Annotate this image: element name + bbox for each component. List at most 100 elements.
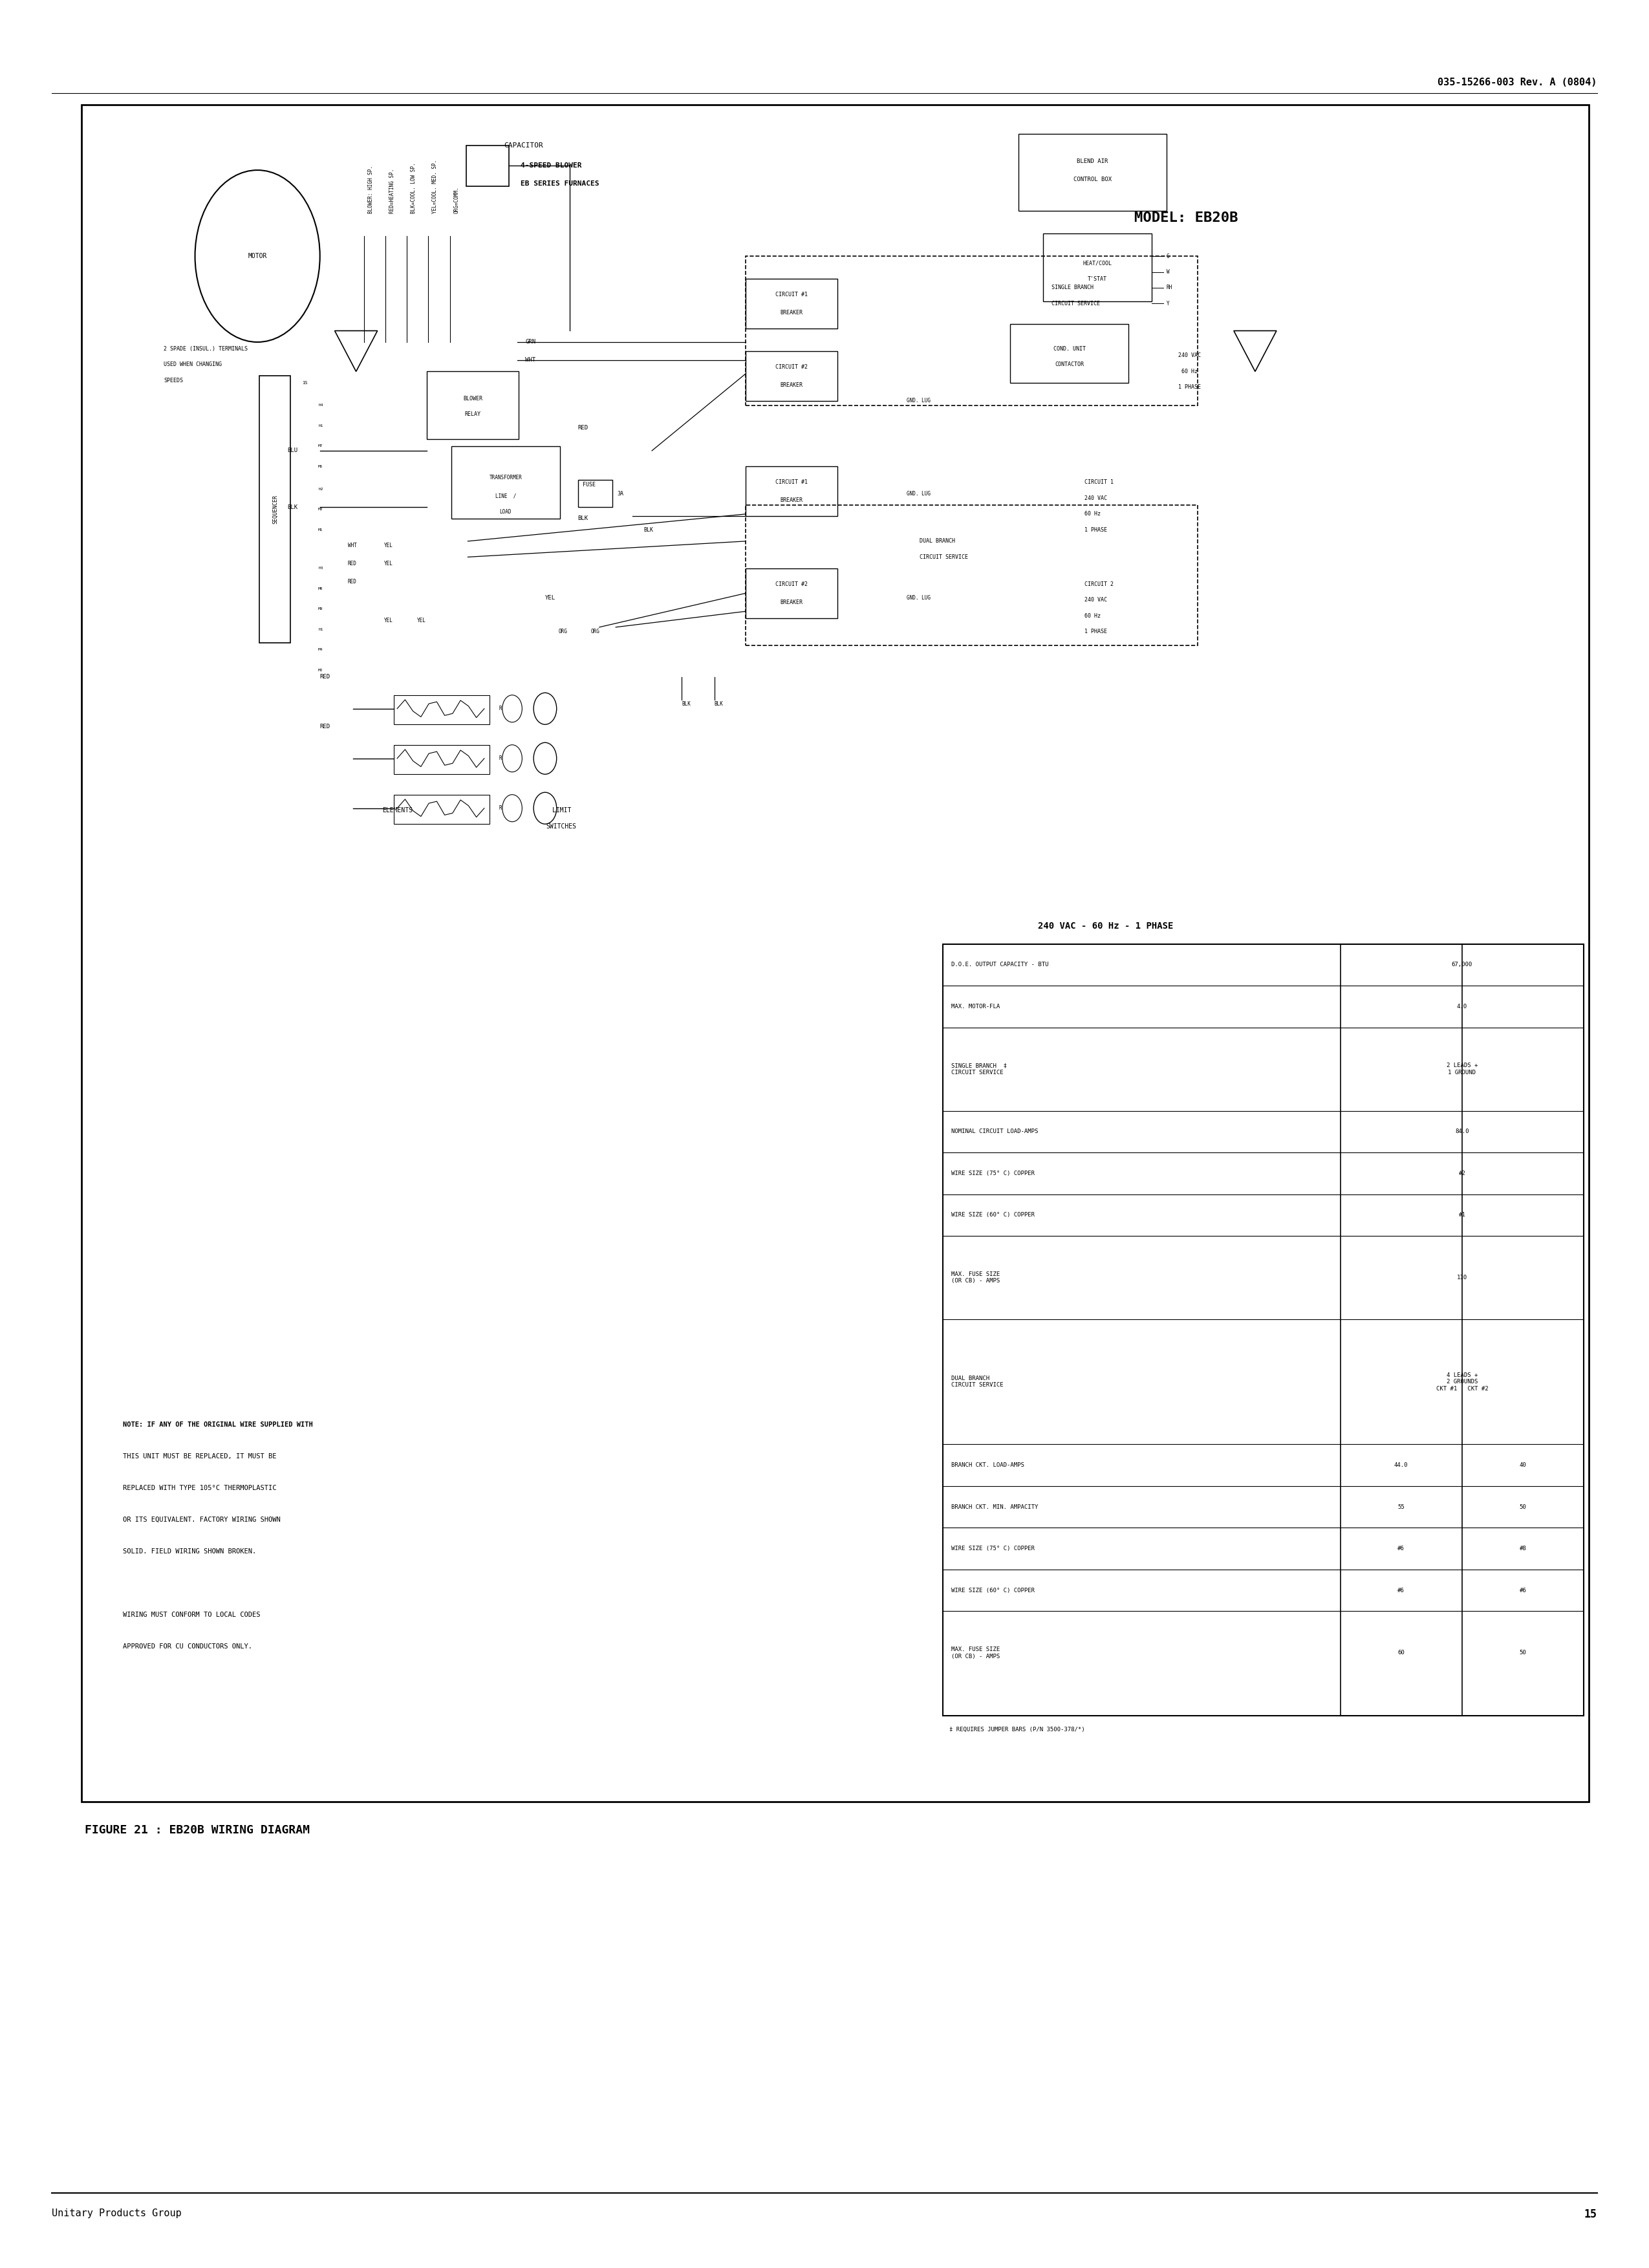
Text: NOTE: IF ANY OF THE ORIGINAL WIRE SUPPLIED WITH: NOTE: IF ANY OF THE ORIGINAL WIRE SUPPLI… — [122, 1422, 313, 1429]
Text: 50: 50 — [1519, 1504, 1527, 1510]
Text: #6: #6 — [1398, 1547, 1405, 1551]
Text: YEL: YEL — [384, 542, 392, 549]
Text: T'STAT: T'STAT — [1088, 277, 1106, 281]
Text: G: G — [1166, 254, 1169, 259]
Text: REPLACED WITH TYPE 105°C THERMOPLASTIC: REPLACED WITH TYPE 105°C THERMOPLASTIC — [122, 1486, 277, 1490]
Text: CIRCUIT #1: CIRCUIT #1 — [775, 479, 808, 485]
Text: WIRE SIZE (75° C) COPPER: WIRE SIZE (75° C) COPPER — [951, 1170, 1034, 1177]
Text: #8: #8 — [1519, 1547, 1527, 1551]
Text: CIRCUIT #1: CIRCUIT #1 — [775, 293, 808, 297]
Text: BLK: BLK — [681, 701, 691, 708]
Text: M5: M5 — [318, 465, 323, 467]
Text: EB SERIES FURNACES: EB SERIES FURNACES — [521, 181, 599, 186]
Text: 1S: 1S — [302, 381, 307, 386]
Text: #6: #6 — [1398, 1588, 1405, 1594]
Text: H1: H1 — [318, 628, 323, 631]
Text: 4-SPEED BLOWER: 4-SPEED BLOWER — [521, 163, 582, 168]
Text: #2: #2 — [1459, 1170, 1466, 1177]
Text: USED WHEN CHANGING: USED WHEN CHANGING — [163, 363, 223, 367]
Text: WIRE SIZE (75° C) COPPER: WIRE SIZE (75° C) COPPER — [951, 1547, 1034, 1551]
Text: 60 Hz: 60 Hz — [1181, 370, 1197, 374]
Bar — [745, 256, 1197, 406]
Text: 40: 40 — [1519, 1463, 1527, 1467]
Text: SPEEDS: SPEEDS — [163, 379, 183, 383]
Text: DUAL BRANCH
CIRCUIT SERVICE: DUAL BRANCH CIRCUIT SERVICE — [951, 1377, 1003, 1388]
Text: 4.0: 4.0 — [1456, 1002, 1468, 1009]
Text: CIRCUIT 1: CIRCUIT 1 — [1083, 479, 1113, 485]
Text: BREAKER: BREAKER — [780, 497, 803, 503]
Text: COND. UNIT: COND. UNIT — [1054, 347, 1085, 352]
Text: BREAKER: BREAKER — [780, 383, 803, 388]
Circle shape — [195, 170, 320, 342]
Text: 55: 55 — [1398, 1504, 1405, 1510]
Text: WHT: WHT — [348, 542, 356, 549]
Text: 50: 50 — [1519, 1651, 1527, 1656]
Circle shape — [534, 742, 557, 773]
Text: RED: RED — [320, 723, 330, 730]
Text: R: R — [500, 755, 503, 762]
Text: RED: RED — [348, 578, 356, 585]
Bar — [427, 372, 519, 440]
Text: BLU: BLU — [287, 447, 297, 454]
Bar — [467, 145, 510, 186]
Text: 60 Hz: 60 Hz — [1083, 612, 1100, 619]
Text: M8: M8 — [318, 587, 323, 590]
Text: WIRING MUST CONFORM TO LOCAL CODES: WIRING MUST CONFORM TO LOCAL CODES — [122, 1610, 261, 1617]
Text: HEAT/COOL: HEAT/COOL — [1083, 261, 1111, 265]
Text: CIRCUIT #2: CIRCUIT #2 — [775, 365, 808, 370]
Circle shape — [534, 792, 557, 823]
Text: SINGLE BRANCH: SINGLE BRANCH — [1052, 286, 1093, 290]
Text: MODEL: EB20B: MODEL: EB20B — [1135, 211, 1238, 225]
Text: H1: H1 — [318, 424, 323, 426]
Text: 2 SPADE (INSUL.) TERMINALS: 2 SPADE (INSUL.) TERMINALS — [163, 347, 247, 352]
Text: CIRCUIT #2: CIRCUIT #2 — [775, 581, 808, 587]
Text: GND. LUG: GND. LUG — [907, 490, 930, 497]
Text: ELEMENTS: ELEMENTS — [383, 807, 412, 814]
Text: BRANCH CKT. MIN. AMPACITY: BRANCH CKT. MIN. AMPACITY — [951, 1504, 1037, 1510]
Text: 84.0: 84.0 — [1454, 1129, 1469, 1134]
Text: RED: RED — [320, 674, 330, 680]
Text: WIRE SIZE (60° C) COPPER: WIRE SIZE (60° C) COPPER — [951, 1211, 1034, 1218]
Text: 4 LEADS +
2 GROUNDS
CKT #1   CKT #2: 4 LEADS + 2 GROUNDS CKT #1 CKT #2 — [1436, 1372, 1487, 1393]
Bar — [745, 569, 838, 619]
Bar — [943, 943, 1583, 1715]
Text: WHT: WHT — [526, 358, 536, 363]
Text: BLK: BLK — [287, 503, 297, 510]
Bar — [259, 376, 290, 644]
Circle shape — [503, 694, 523, 721]
Circle shape — [534, 692, 557, 723]
Text: R: R — [500, 705, 503, 712]
Text: 035-15266-003 Rev. A (0804): 035-15266-003 Rev. A (0804) — [1438, 77, 1596, 86]
Text: H2: H2 — [318, 488, 323, 490]
Text: W: W — [1166, 270, 1169, 274]
Bar — [394, 794, 490, 823]
Text: H3: H3 — [318, 567, 323, 569]
Text: ORG: ORG — [590, 628, 600, 635]
Text: MAX. MOTOR-FLA: MAX. MOTOR-FLA — [951, 1002, 999, 1009]
Text: CAPACITOR: CAPACITOR — [505, 143, 543, 147]
Text: 15: 15 — [1585, 2209, 1596, 2220]
Circle shape — [503, 744, 523, 771]
Text: Y: Y — [1166, 302, 1169, 306]
Text: ORG=COMM.: ORG=COMM. — [453, 186, 458, 213]
Text: SINGLE BRANCH  ‡
CIRCUIT SERVICE: SINGLE BRANCH ‡ CIRCUIT SERVICE — [951, 1064, 1006, 1075]
Text: YEL: YEL — [384, 560, 392, 567]
Text: RED=HEATING SP.: RED=HEATING SP. — [389, 168, 396, 213]
Text: 60 Hz: 60 Hz — [1083, 510, 1100, 517]
Text: YEL: YEL — [546, 594, 556, 601]
Text: BLOWER: BLOWER — [463, 395, 483, 401]
Text: 240 VAC: 240 VAC — [1083, 596, 1106, 603]
Text: LOAD: LOAD — [500, 508, 511, 515]
Bar — [1011, 324, 1128, 383]
Text: BLK: BLK — [577, 515, 589, 522]
Text: 1 PHASE: 1 PHASE — [1177, 386, 1200, 390]
Text: 240 VAC: 240 VAC — [1083, 494, 1106, 501]
Text: TRANSFORMER: TRANSFORMER — [490, 474, 523, 481]
Text: Unitary Products Group: Unitary Products Group — [53, 2209, 181, 2218]
Bar — [745, 467, 838, 517]
Text: GRN: GRN — [526, 340, 536, 345]
Text: APPROVED FOR CU CONDUCTORS ONLY.: APPROVED FOR CU CONDUCTORS ONLY. — [122, 1642, 252, 1649]
Text: CIRCUIT SERVICE: CIRCUIT SERVICE — [1052, 302, 1100, 306]
Text: SEQUENCER: SEQUENCER — [272, 494, 279, 524]
Text: #1: #1 — [1459, 1211, 1466, 1218]
